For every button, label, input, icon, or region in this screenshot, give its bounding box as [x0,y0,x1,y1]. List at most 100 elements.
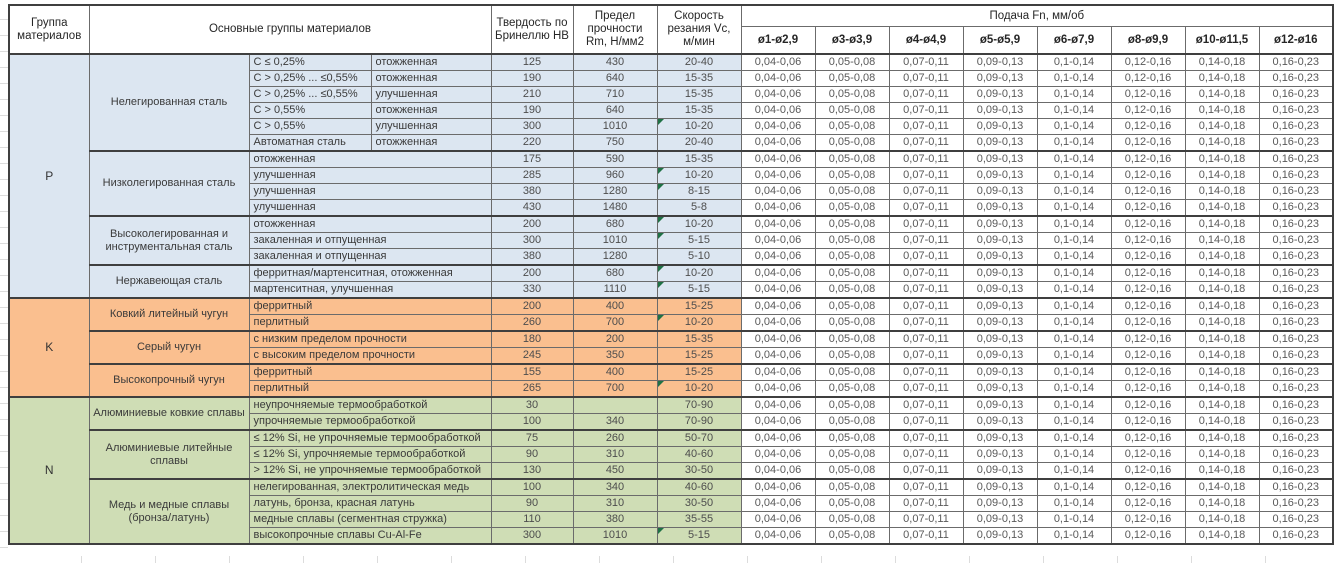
cell-feed: 0,16-0,23 [1258,527,1334,545]
cell-cutting-speed: 50-70 [656,429,742,447]
cell-cutting-speed: 10-20 [656,167,742,184]
cell-flag-triangle-icon [658,381,664,387]
cell-feed: 0,16-0,23 [1258,281,1334,299]
cell-feed: 0,05-0,08 [814,511,890,528]
cell-feed: 0,04-0,06 [740,380,816,398]
cell-feed: 0,12-0,16 [1110,232,1186,249]
cell-feed: 0,04-0,06 [740,446,816,463]
cell-hardness-hb: 90 [490,446,574,463]
cell-feed: 0,04-0,06 [740,495,816,512]
cell-cutting-speed: 10-20 [656,118,742,135]
cell-feed: 0,14-0,18 [1184,248,1260,266]
machining-parameters-table: Группа материалов Основные группы матери… [8,4,1334,545]
cell-feed: 0,14-0,18 [1184,396,1260,414]
cell-feed: 0,05-0,08 [814,102,890,119]
cell-feed: 0,07-0,11 [888,215,964,233]
cell-feed: 0,07-0,11 [888,347,964,365]
table-header: Группа материалов Основные группы матери… [8,4,1334,55]
cell-material-description: C > 0,55% [248,118,372,135]
cell-strength-rm: 200 [572,330,658,348]
cell-feed: 0,1-0,14 [1036,495,1112,512]
cell-feed: 0,04-0,06 [740,264,816,282]
cell-feed: 0,14-0,18 [1184,232,1260,249]
cell-feed: 0,14-0,18 [1184,527,1260,545]
cell-feed: 0,05-0,08 [814,215,890,233]
cell-cutting-speed: 40-60 [656,446,742,463]
cell-flag-triangle-icon [658,217,664,223]
cell-material-description: мартенситная, улучшенная [248,281,492,299]
cell-feed: 0,14-0,18 [1184,167,1260,184]
header-diameter-2: ø4-ø4,9 [888,26,964,55]
cell-feed: 0,16-0,23 [1258,215,1334,233]
cell-hardness-hb: 110 [490,511,574,528]
table-row: Высоколегированная и инструментальная ст… [9,215,1334,266]
cell-feed: 0,1-0,14 [1036,281,1112,299]
cell-material-state: отожженная [370,70,492,87]
cell-hardness-hb: 260 [490,314,574,332]
cell-feed: 0,1-0,14 [1036,248,1112,266]
cell-cutting-speed: 30-50 [656,462,742,480]
cell-material-state: отожженная [370,53,492,71]
cell-material-state: улучшенная [370,86,492,103]
cell-strength-rm: 310 [572,495,658,512]
cell-feed: 0,12-0,16 [1110,281,1186,299]
cell-feed: 0,09-0,13 [962,511,1038,528]
cell-hardness-hb: 330 [490,281,574,299]
cell-hardness-hb: 210 [490,86,574,103]
cell-hardness-hb: 190 [490,102,574,119]
cell-feed: 0,04-0,06 [740,248,816,266]
cell-material-group: Нержавеющая сталь [88,264,250,299]
cell-feed: 0,12-0,16 [1110,429,1186,447]
cell-material-description: улучшенная [248,199,492,217]
cell-feed: 0,07-0,11 [888,118,964,135]
table-body: P Нелегированная сталь C ≤ 0,25% отожженная… [8,53,1334,545]
cell-material-group: Алюминиевые ковкие сплавы [88,396,250,431]
cell-hardness-hb: 125 [490,53,574,71]
cell-cutting-speed: 15-25 [656,297,742,315]
table-row: Алюминиевые литейные сплавы ≤ 12% Si, не … [9,429,1334,480]
cell-material-description: улучшенная [248,183,492,200]
cell-flag-triangle-icon [658,168,664,174]
cell-hardness-hb: 300 [490,118,574,135]
cell-cutting-speed: 10-20 [656,215,742,233]
cell-cutting-speed: 5-15 [656,232,742,249]
cell-hardness-hb: 180 [490,330,574,348]
cell-hardness-hb: 300 [490,527,574,545]
cell-feed: 0,05-0,08 [814,199,890,217]
cell-material-class: N [8,396,90,545]
cell-feed: 0,12-0,16 [1110,495,1186,512]
cell-material-group: Медь и медные сплавы (бронза/латунь) [88,478,250,545]
cell-feed: 0,1-0,14 [1036,446,1112,463]
cell-strength-rm: 640 [572,102,658,119]
cell-feed: 0,07-0,11 [888,232,964,249]
cell-feed: 0,14-0,18 [1184,134,1260,152]
cell-feed: 0,12-0,16 [1110,478,1186,496]
table-row: K Ковкий литейный чугун ферритный 200 400 15-… [8,297,1334,398]
cell-feed: 0,1-0,14 [1036,134,1112,152]
cell-feed: 0,12-0,16 [1110,86,1186,103]
cell-feed: 0,09-0,13 [962,86,1038,103]
cell-material-description: C > 0,25% ... ≤0,55% [248,86,372,103]
cell-feed: 0,09-0,13 [962,446,1038,463]
cell-feed: 0,14-0,18 [1184,70,1260,87]
cell-feed: 0,04-0,06 [740,215,816,233]
cell-feed: 0,1-0,14 [1036,380,1112,398]
cell-strength-rm: 750 [572,134,658,152]
cell-hardness-hb: 220 [490,134,574,152]
cell-hardness-hb: 130 [490,462,574,480]
cell-feed: 0,05-0,08 [814,183,890,200]
table-row: Серый чугун с низким пределом прочности 18… [9,330,1334,365]
cell-cutting-speed: 70-90 [656,396,742,414]
cell-feed: 0,16-0,23 [1258,297,1334,315]
bottom-gridline-gutter [8,556,1334,563]
cell-feed: 0,1-0,14 [1036,183,1112,200]
cell-strength-rm: 430 [572,53,658,71]
cell-feed: 0,07-0,11 [888,478,964,496]
cell-material-class: P [8,53,90,299]
cell-feed: 0,05-0,08 [814,297,890,315]
cell-feed: 0,12-0,16 [1110,396,1186,414]
cell-feed: 0,09-0,13 [962,199,1038,217]
cell-feed: 0,07-0,11 [888,53,964,71]
cell-cutting-speed: 5-10 [656,248,742,266]
cell-feed: 0,07-0,11 [888,462,964,480]
